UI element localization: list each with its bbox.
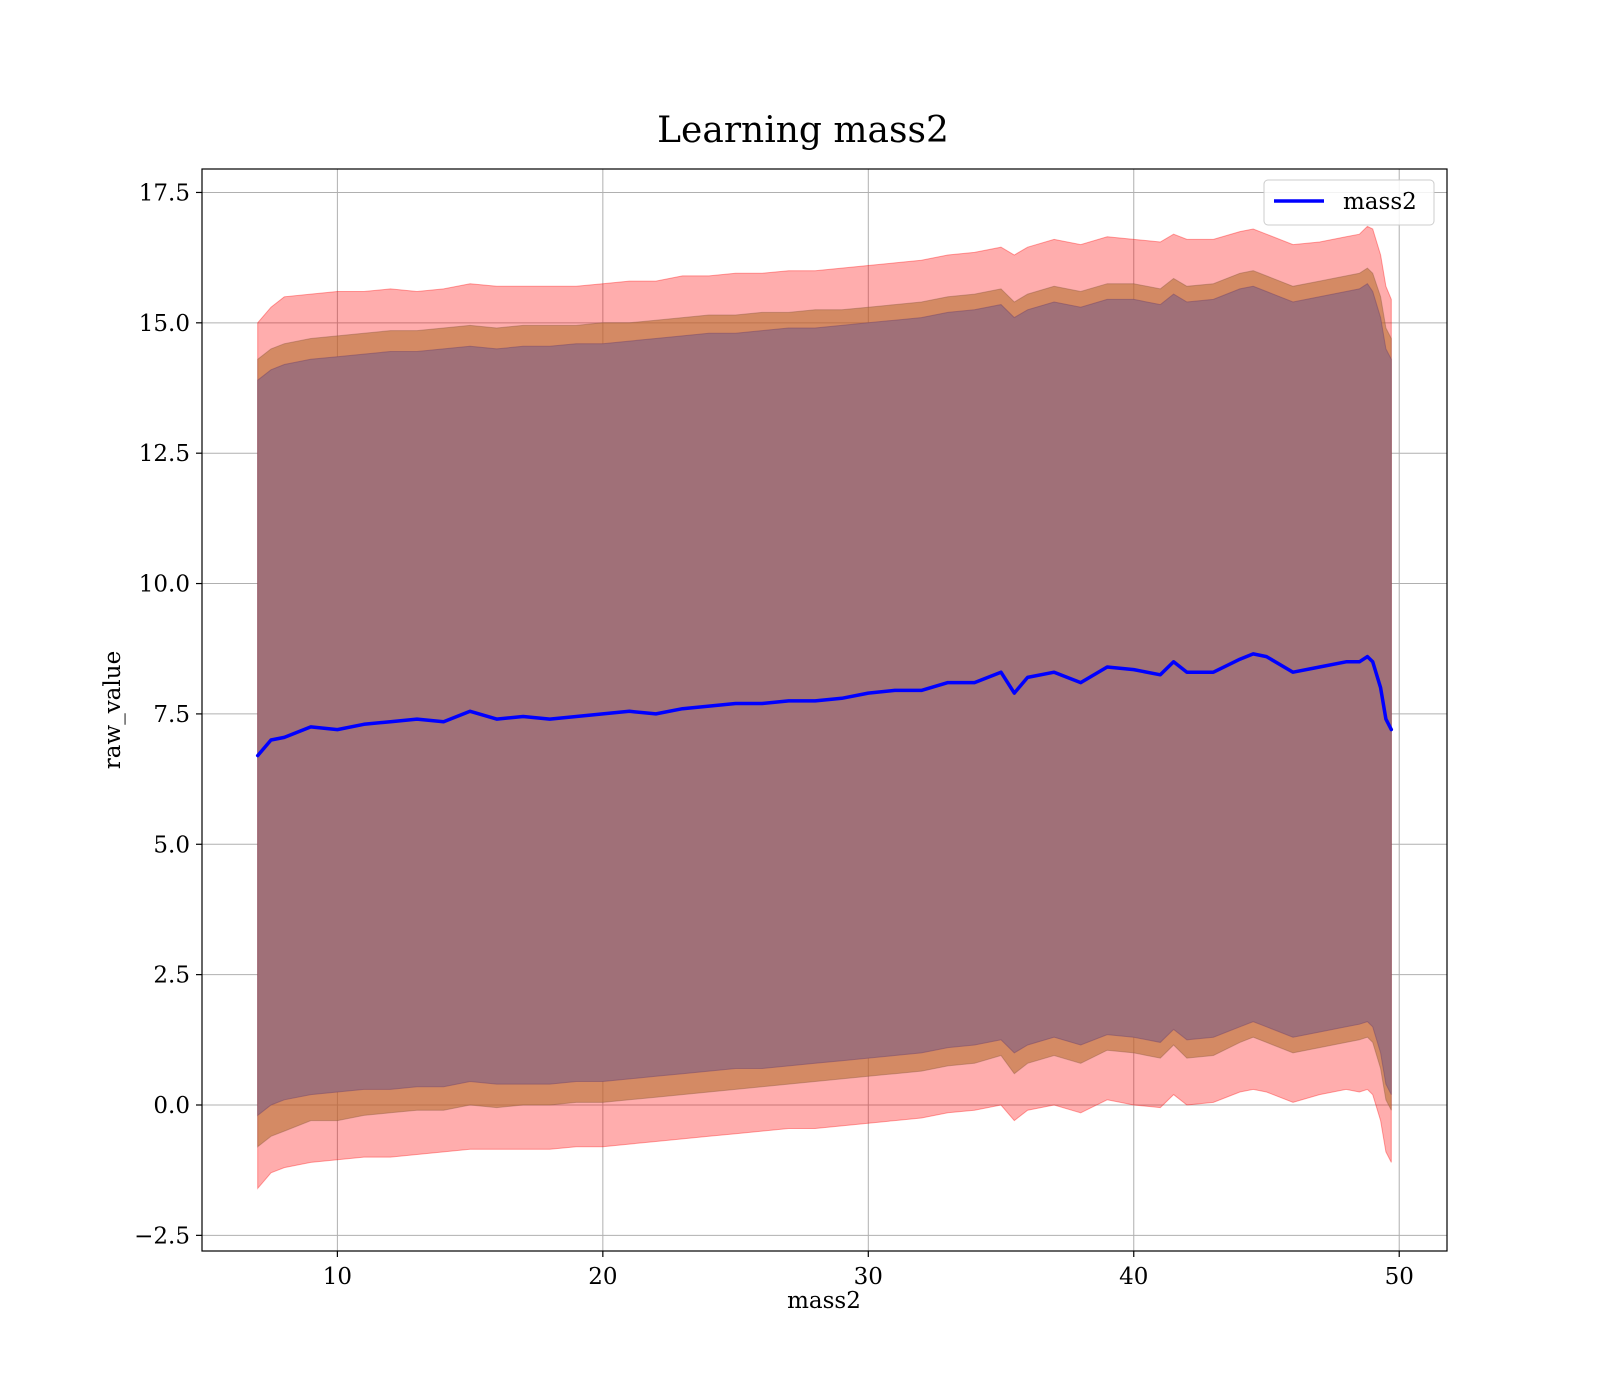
- x-axis-ticks: 10 20 30 40 50: [323, 1251, 1414, 1290]
- x-tick-label: 50: [1385, 1264, 1414, 1290]
- legend-label: mass2: [1343, 189, 1417, 215]
- x-axis-label: mass2: [787, 1288, 861, 1314]
- x-tick-label: 40: [1119, 1264, 1148, 1290]
- legend-box: [1263, 179, 1435, 226]
- plot-frame: [201, 168, 1448, 1252]
- y-tick-label: 7.5: [153, 702, 190, 728]
- y-tick-label: −2.5: [134, 1223, 190, 1249]
- y-tick-label: 15.0: [139, 311, 190, 337]
- legend: mass2: [1263, 179, 1435, 226]
- x-tick-label: 10: [323, 1264, 352, 1290]
- x-tick-label: 20: [588, 1264, 617, 1290]
- y-axis-ticks: −2.5 0.0 2.5 5.0 7.5 10.0 12.5 15.0 17.5: [134, 180, 202, 1249]
- y-tick-label: 0.0: [153, 1093, 190, 1119]
- y-tick-label: 5.0: [153, 832, 190, 858]
- mass2-series-line: [255, 652, 1394, 758]
- y-tick-label: 2.5: [153, 963, 190, 989]
- uncertainty-bands: [257, 225, 1392, 1190]
- x-tick-label: 30: [854, 1264, 883, 1290]
- y-tick-label: 12.5: [139, 441, 190, 467]
- y-tick-label: 17.5: [139, 180, 190, 206]
- y-tick-label: 10.0: [139, 572, 190, 598]
- chart-title: Learning mass2: [657, 110, 949, 151]
- y-axis-label: raw_value: [100, 651, 126, 769]
